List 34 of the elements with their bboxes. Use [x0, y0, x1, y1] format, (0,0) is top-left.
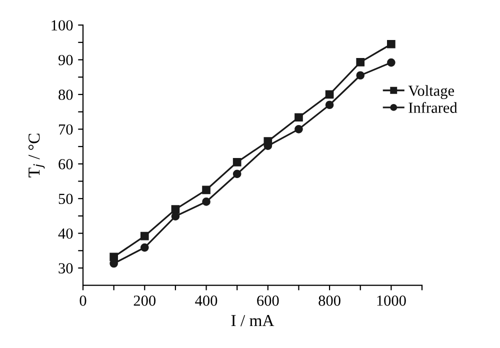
y-tick-label: 50 — [58, 194, 73, 204]
y-tick-label: 60 — [58, 159, 73, 170]
point — [140, 243, 149, 252]
y-tick-label: 30 — [58, 263, 73, 274]
point — [110, 252, 118, 262]
legend-label: Infrared — [408, 102, 458, 113]
point — [387, 40, 396, 48]
point — [356, 71, 365, 80]
x-tick-label: 200 — [134, 296, 156, 306]
point — [202, 198, 210, 206]
x-axis-title: I / mA — [231, 315, 274, 326]
x-tick-label: 400 — [195, 296, 218, 306]
y-tick-label: 100 — [52, 20, 73, 31]
legend-label: Voltage — [408, 85, 454, 100]
x-tick-label: 600 — [257, 296, 279, 306]
point — [356, 58, 365, 66]
point — [171, 205, 180, 214]
point — [140, 232, 149, 240]
point — [294, 113, 303, 122]
point — [232, 158, 242, 166]
y-axis-title: T$_{j}$ / °C — [28, 134, 45, 178]
x-tick-label: 800 — [318, 296, 340, 306]
y-tick-label: 40 — [58, 228, 73, 239]
point — [232, 170, 242, 178]
y-tick-label: 70 — [59, 124, 73, 135]
point — [202, 186, 210, 194]
point — [325, 100, 334, 110]
point — [387, 58, 396, 67]
x-tick-label: 0 — [80, 296, 86, 306]
point — [294, 125, 303, 134]
y-tick-label: 90 — [58, 54, 73, 66]
x-tick-label: 1000 — [377, 296, 406, 306]
y-tick-label: 80 — [58, 90, 73, 100]
point — [325, 90, 334, 99]
